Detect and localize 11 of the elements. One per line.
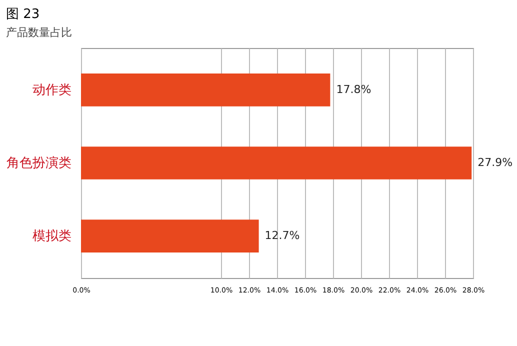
y-tick-label: 模拟类	[32, 229, 72, 244]
data-label: 12.7%	[264, 229, 300, 242]
chart-title: 图 23	[6, 7, 40, 22]
bar	[81, 220, 259, 252]
y-tick-label: 角色扮演类	[6, 156, 72, 171]
bar	[81, 74, 330, 106]
y-tick-label: 动作类	[32, 82, 72, 98]
data-label: 27.9%	[478, 156, 513, 169]
data-label: 17.8%	[336, 82, 372, 96]
bar	[81, 146, 472, 180]
chart-subtitle: 产品数量占比	[6, 26, 72, 39]
